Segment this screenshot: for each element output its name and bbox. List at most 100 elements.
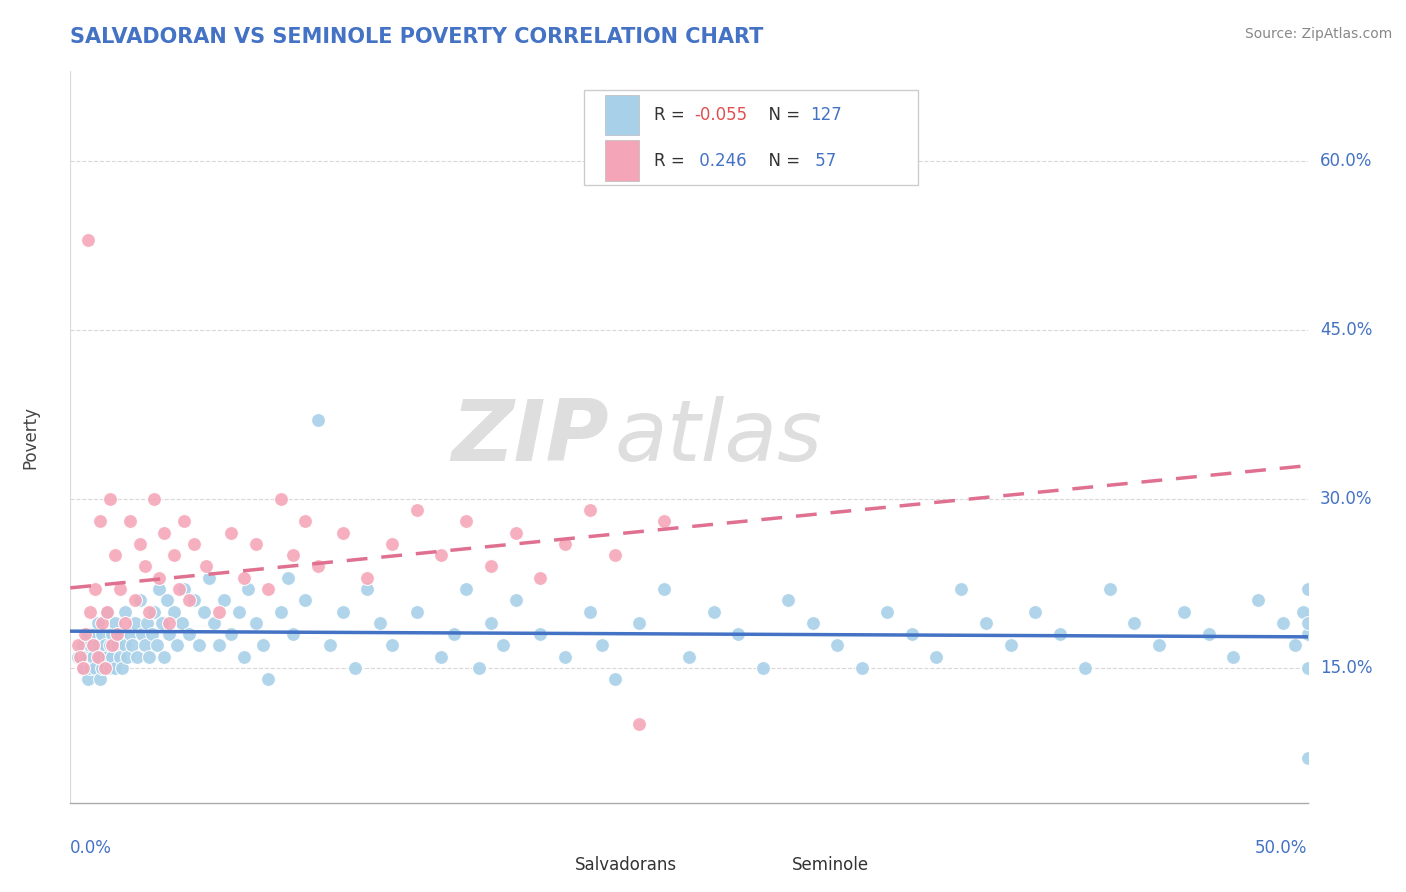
Point: [1296, 627, 1319, 641]
Point: [104, 548, 127, 562]
Point: [1291, 605, 1313, 619]
Point: [131, 627, 153, 641]
Point: [752, 661, 775, 675]
Point: [79, 661, 101, 675]
Point: [153, 525, 176, 540]
Point: [591, 638, 613, 652]
Point: [678, 649, 700, 664]
Point: [270, 605, 292, 619]
Point: [76, 233, 98, 247]
Point: [1024, 605, 1046, 619]
Point: [554, 649, 576, 664]
Point: [1123, 615, 1146, 630]
Point: [1247, 593, 1270, 607]
Text: 15.0%: 15.0%: [1320, 659, 1372, 677]
Point: [1296, 661, 1319, 675]
Point: [456, 515, 478, 529]
Point: [167, 582, 190, 596]
FancyBboxPatch shape: [516, 852, 565, 880]
Point: [104, 615, 127, 630]
Point: [281, 627, 304, 641]
Text: SALVADORAN VS SEMINOLE POVERTY CORRELATION CHART: SALVADORAN VS SEMINOLE POVERTY CORRELATI…: [70, 27, 763, 46]
Point: [900, 627, 922, 641]
Point: [114, 605, 136, 619]
Point: [108, 582, 131, 596]
Point: [1074, 661, 1097, 675]
Point: [332, 605, 354, 619]
Text: Source: ZipAtlas.com: Source: ZipAtlas.com: [1244, 27, 1392, 41]
Point: [166, 638, 188, 652]
Point: [193, 605, 215, 619]
Point: [319, 638, 342, 652]
Point: [127, 649, 149, 664]
Point: [188, 638, 211, 652]
Point: [141, 627, 163, 641]
Point: [579, 605, 602, 619]
Point: [124, 615, 146, 630]
Point: [405, 503, 427, 517]
Point: [69, 649, 91, 664]
Point: [121, 638, 143, 652]
Point: [456, 582, 478, 596]
Point: [950, 582, 973, 596]
Point: [381, 638, 404, 652]
Point: [91, 615, 114, 630]
Point: [294, 593, 316, 607]
Point: [82, 638, 104, 652]
Point: [479, 559, 502, 574]
Text: Seminole: Seminole: [792, 856, 869, 874]
Point: [430, 548, 453, 562]
Point: [108, 627, 131, 641]
Point: [128, 593, 150, 607]
Point: [492, 638, 515, 652]
Point: [925, 649, 948, 664]
Point: [177, 627, 200, 641]
Point: [72, 661, 94, 675]
Point: [148, 582, 170, 596]
Point: [208, 605, 231, 619]
Point: [89, 672, 111, 686]
Point: [579, 503, 602, 517]
Point: [118, 627, 141, 641]
Point: [529, 627, 551, 641]
Point: [277, 571, 299, 585]
Point: [101, 649, 124, 664]
Point: [156, 593, 179, 607]
Point: [876, 605, 898, 619]
Point: [128, 537, 150, 551]
Point: [66, 638, 89, 652]
Point: [202, 615, 225, 630]
Text: Poverty: Poverty: [21, 406, 39, 468]
Point: [96, 605, 118, 619]
Point: [136, 615, 159, 630]
Point: [134, 638, 156, 652]
Point: [356, 571, 378, 585]
Point: [183, 593, 205, 607]
Point: [270, 491, 292, 506]
Point: [603, 548, 626, 562]
Point: [1000, 638, 1022, 652]
Point: [307, 413, 329, 427]
Point: [148, 571, 170, 585]
Point: [479, 615, 502, 630]
Point: [343, 661, 366, 675]
Point: [96, 649, 118, 664]
Point: [467, 661, 489, 675]
Point: [257, 672, 280, 686]
Point: [1098, 582, 1121, 596]
Point: [72, 638, 94, 652]
Point: [82, 649, 104, 664]
Point: [84, 582, 107, 596]
Point: [219, 525, 242, 540]
Point: [703, 605, 725, 619]
Point: [115, 649, 138, 664]
Text: N =: N =: [758, 152, 806, 169]
Point: [104, 661, 127, 675]
Text: 60.0%: 60.0%: [1320, 153, 1372, 170]
Point: [228, 605, 250, 619]
Point: [554, 537, 576, 551]
Point: [294, 515, 316, 529]
Point: [851, 661, 873, 675]
Point: [198, 571, 221, 585]
Point: [628, 615, 651, 630]
